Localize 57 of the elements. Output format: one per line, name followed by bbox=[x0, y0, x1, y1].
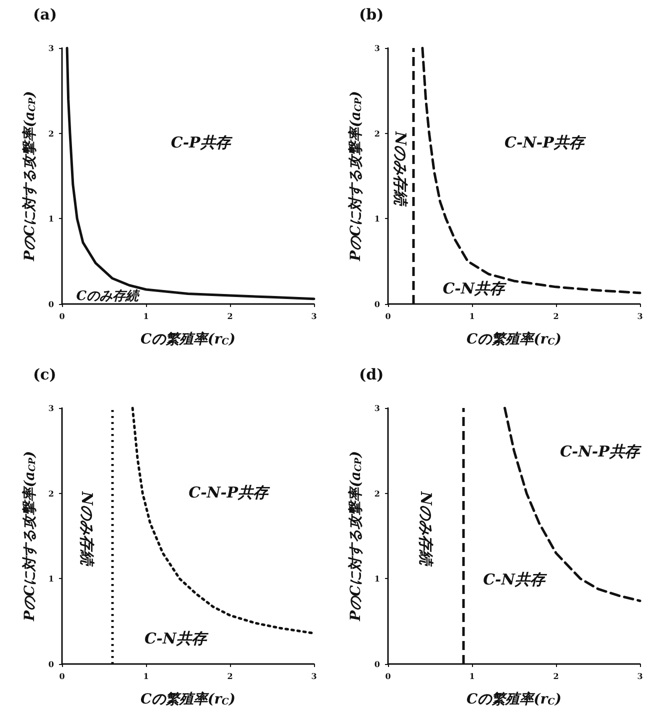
annotation: C-N-P共存 bbox=[188, 483, 272, 502]
y-tick-label: 2 bbox=[48, 128, 54, 138]
x-tick-label: 2 bbox=[227, 671, 233, 681]
annotation: C-P共存 bbox=[170, 134, 234, 152]
y-tick-label: 2 bbox=[374, 128, 380, 138]
x-axis-title: Cの繁殖率(rC) bbox=[466, 330, 562, 348]
chart-title: (d) bbox=[359, 366, 384, 384]
y-axis-title: PのCに対する攻撃率(aCP) bbox=[21, 91, 38, 262]
y-tick-label: 1 bbox=[374, 214, 380, 224]
chart-title: (c) bbox=[33, 366, 56, 384]
x-tick-label: 0 bbox=[385, 671, 392, 681]
annotation: Nのみ存続 bbox=[416, 490, 435, 568]
annotation: C-N共存 bbox=[144, 629, 210, 648]
y-tick-label: 0 bbox=[374, 659, 380, 669]
annotation: Cのみ存続 bbox=[76, 288, 141, 304]
annotation: C-N共存 bbox=[442, 280, 508, 298]
annotation: C-N-P共存 bbox=[560, 442, 642, 461]
y-tick-label: 0 bbox=[48, 299, 54, 309]
x-tick-label: 3 bbox=[637, 311, 644, 321]
x-tick-label: 0 bbox=[385, 311, 392, 321]
y-tick-label: 1 bbox=[374, 574, 380, 584]
y-tick-label: 3 bbox=[48, 43, 54, 53]
x-axis-title: Cの繁殖率(rC) bbox=[140, 330, 236, 348]
x-tick-label: 1 bbox=[469, 671, 475, 681]
y-tick-label: 2 bbox=[374, 488, 380, 498]
y-axis-title: PのCに対する攻撃率(aCP) bbox=[347, 451, 364, 622]
line-series bbox=[66, 46, 316, 300]
y-tick-label: 2 bbox=[48, 488, 54, 498]
x-tick-label: 3 bbox=[311, 311, 318, 321]
x-axis-title: Cの繁殖率(rC) bbox=[140, 690, 236, 708]
line-series bbox=[421, 46, 642, 294]
y-tick-label: 1 bbox=[48, 574, 54, 584]
x-tick-label: 0 bbox=[59, 311, 66, 321]
chart-title: (a) bbox=[33, 6, 57, 24]
x-tick-label: 2 bbox=[553, 671, 559, 681]
annotation: C-N-P共存 bbox=[504, 134, 587, 152]
annotation: Nのみ存続 bbox=[392, 130, 410, 208]
x-tick-label: 3 bbox=[637, 671, 644, 681]
y-axis-title: PのCに対する攻撃率(aCP) bbox=[21, 451, 38, 622]
x-tick-label: 1 bbox=[469, 311, 475, 321]
x-tick-label: 3 bbox=[311, 671, 318, 681]
annotation: Nのみ存続 bbox=[78, 490, 96, 568]
chart-title: (b) bbox=[359, 6, 384, 24]
x-tick-label: 1 bbox=[143, 311, 149, 321]
x-axis-title: Cの繁殖率(rC) bbox=[466, 690, 562, 708]
y-tick-label: 3 bbox=[48, 403, 54, 413]
x-tick-label: 1 bbox=[143, 671, 149, 681]
x-tick-label: 0 bbox=[59, 671, 66, 681]
annotation: C-N共存 bbox=[483, 570, 548, 589]
x-tick-label: 2 bbox=[227, 311, 233, 321]
y-axis-title: PのCに対する攻撃率(aCP) bbox=[347, 91, 364, 262]
y-tick-label: 0 bbox=[374, 299, 380, 309]
y-tick-label: 3 bbox=[374, 43, 380, 53]
y-tick-label: 0 bbox=[48, 659, 54, 669]
y-tick-label: 3 bbox=[374, 403, 380, 413]
y-tick-label: 1 bbox=[48, 214, 54, 224]
x-tick-label: 2 bbox=[553, 311, 559, 321]
